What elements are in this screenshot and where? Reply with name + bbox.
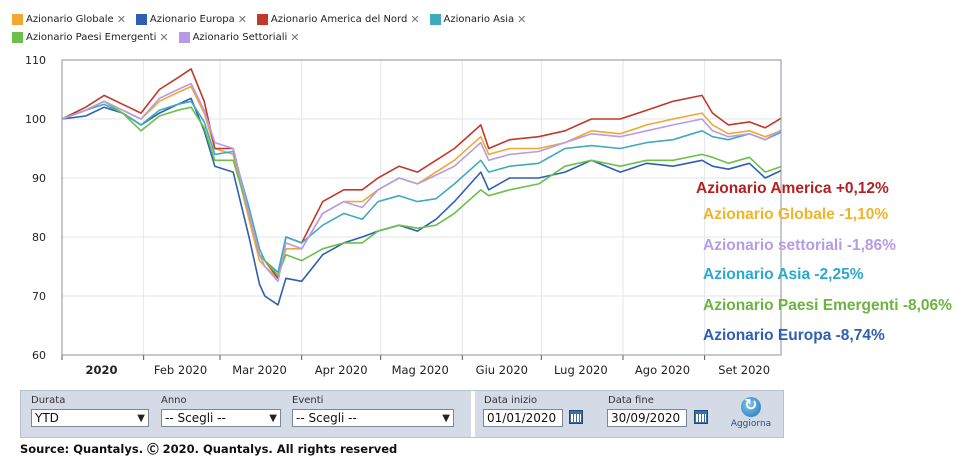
data-inizio-label: Data inizio: [484, 395, 538, 406]
anno-select[interactable]: -- Scegli -- ▼: [161, 409, 281, 427]
calendar-icon[interactable]: [694, 410, 708, 424]
legend-item[interactable]: Azionario Globale ✕: [12, 12, 126, 26]
legend-swatch: [256, 13, 268, 25]
y-tick-label: 80: [32, 231, 46, 244]
y-tick-label: 110: [25, 54, 46, 67]
x-tick-label: Mar 2020: [232, 363, 287, 377]
controls-bar: Durata YTD ▼ Anno -- Scegli -- ▼ Eventi …: [20, 390, 784, 438]
series-line: [61, 97, 782, 306]
series-line: [61, 100, 782, 274]
x-tick-label: Ago 2020: [635, 363, 690, 377]
x-tick-label: Set 2020: [718, 363, 770, 377]
anno-value: -- Scegli --: [165, 411, 226, 425]
anno-label: Anno: [161, 395, 187, 406]
legend-swatch: [12, 13, 23, 25]
y-tick-label: 90: [32, 172, 46, 185]
legend-swatch: [429, 13, 441, 25]
legend-label: Azionario Europa: [149, 13, 235, 25]
series-line: [61, 85, 782, 280]
legend-item[interactable]: Azionario Settoriali ✕: [178, 30, 300, 44]
chevron-down-icon: ▼: [269, 412, 277, 424]
legend-label: Azionario Settoriali: [192, 31, 288, 43]
x-tick-label: Apr 2020: [315, 363, 368, 377]
line-chart: 110 100 90 80 70 60 2020 Feb 2020 Mar 2020 Apr 20…: [25, 54, 782, 377]
chart-legend: Azionario Globale ✕ Azionario Europa ✕ Azion…: [12, 12, 692, 44]
series-line: [61, 82, 782, 283]
x-tick-label: Mag 2020: [392, 363, 449, 377]
legend-swatch: [135, 13, 147, 25]
source-note: Source: Quantalys. Ⓒ 2020. Quantalys. Al…: [20, 442, 398, 456]
series-line: [61, 68, 782, 280]
legend-label: Azionario America del Nord: [270, 13, 408, 25]
y-tick-label: 70: [32, 290, 46, 303]
aggiorna-label: Aggiorna: [730, 419, 772, 429]
legend-item[interactable]: Azionario America del Nord ✕: [256, 12, 420, 26]
close-icon[interactable]: ✕: [517, 12, 527, 26]
durata-label: Durata: [31, 395, 66, 406]
data-fine-input[interactable]: 30/09/2020: [607, 409, 687, 427]
series-line: [61, 100, 782, 277]
y-tick-label: 100: [25, 113, 46, 126]
annotation-label: Azionario Globale -1,10%: [703, 206, 889, 223]
close-icon[interactable]: ✕: [159, 30, 169, 44]
plot-area: [61, 59, 782, 356]
eventi-select[interactable]: -- Scegli -- ▼: [292, 409, 454, 427]
close-icon[interactable]: ✕: [290, 30, 300, 44]
legend-swatch: [12, 31, 23, 43]
data-inizio-input[interactable]: 01/01/2020: [483, 409, 563, 427]
legend-swatch: [178, 31, 190, 43]
eventi-value: -- Scegli --: [296, 411, 357, 425]
close-icon[interactable]: ✕: [410, 12, 420, 26]
chevron-down-icon: ▼: [137, 412, 145, 424]
x-tick-label: 2020: [85, 363, 117, 377]
y-tick-label: 60: [32, 349, 46, 362]
data-fine-label: Data fine: [608, 395, 654, 406]
x-tick-label: Giu 2020: [476, 363, 528, 377]
annotation-label: Azionario settoriali -1,86%: [703, 237, 896, 254]
legend-item[interactable]: Azionario Asia ✕: [429, 12, 527, 26]
legend-label: Azionario Paesi Emergenti: [26, 31, 157, 43]
legend-label: Azionario Globale: [26, 13, 114, 25]
refresh-icon: [741, 395, 761, 417]
x-tick-label: Lug 2020: [554, 363, 608, 377]
durata-value: YTD: [35, 411, 59, 425]
close-icon[interactable]: ✕: [116, 12, 126, 26]
x-tick-label: Feb 2020: [154, 363, 207, 377]
plot-frame: [61, 59, 782, 356]
eventi-label: Eventi: [292, 395, 324, 406]
annotation-label: Azionario Europa -8,74%: [703, 327, 885, 344]
chevron-down-icon: ▼: [442, 412, 450, 424]
close-icon[interactable]: ✕: [237, 12, 247, 26]
legend-item[interactable]: Azionario Europa ✕: [135, 12, 247, 26]
aggiorna-button[interactable]: Aggiorna: [721, 395, 781, 435]
durata-select[interactable]: YTD ▼: [31, 409, 149, 427]
legend-item[interactable]: Azionario Paesi Emergenti ✕: [12, 30, 169, 44]
annotation-label: Azionario Paesi Emergenti -8,06%: [703, 297, 952, 314]
legend-label: Azionario Asia: [443, 13, 515, 25]
controls-separator: [471, 391, 475, 437]
annotation-label: Azionario America +0,12%: [696, 180, 889, 197]
annotation-label: Azionario Asia -2,25%: [703, 266, 864, 283]
calendar-icon[interactable]: [569, 410, 583, 424]
